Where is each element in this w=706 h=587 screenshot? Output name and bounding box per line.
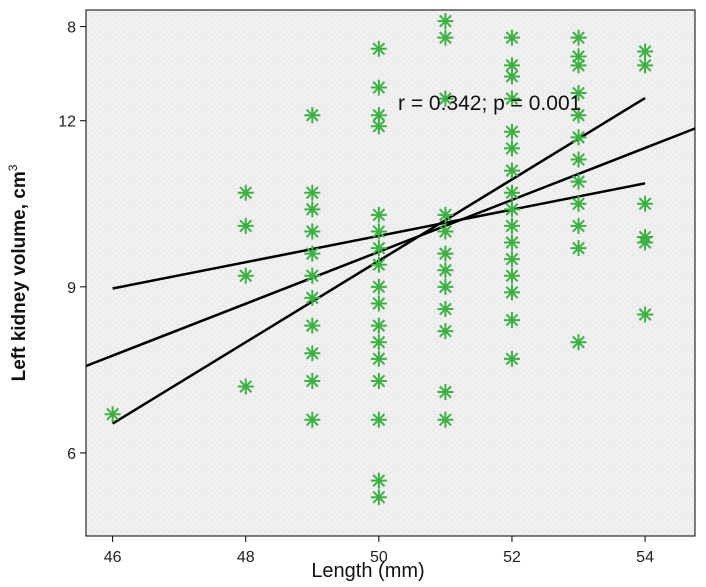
data-point [370,256,387,273]
data-point [237,378,254,395]
y-axis-title-text: Left kidney volume, cm [9,171,30,381]
data-point [503,267,520,284]
data-point [503,312,520,329]
x-tick-label: 52 [503,549,521,566]
data-point [370,40,387,57]
data-point [503,217,520,234]
data-point [570,85,587,102]
data-point [503,123,520,140]
data-point [370,206,387,223]
data-point [570,29,587,46]
data-point [370,372,387,389]
plot-area [85,9,696,537]
data-point [437,13,454,30]
data-point [437,262,454,279]
x-tick-label: 46 [104,549,122,566]
y-axis-title-superscript: 3 [6,164,20,171]
axis-ticks: 46485052546912158 [58,20,654,566]
data-point [370,350,387,367]
y-tick-label: 8 [67,20,76,37]
data-point [637,234,654,251]
data-point [503,251,520,268]
data-point [304,411,321,428]
data-point [370,472,387,489]
data-point [503,284,520,301]
y-tick-label: 6 [67,446,76,463]
data-point [503,90,520,107]
data-point [370,278,387,295]
data-point [437,90,454,107]
data-point [503,162,520,179]
data-point [304,201,321,218]
data-point [437,223,454,240]
data-point [637,195,654,212]
data-point [304,223,321,240]
data-point [304,345,321,362]
data-point [437,300,454,317]
data-point [237,267,254,284]
data-point [304,245,321,262]
data-point [370,240,387,257]
data-point [437,206,454,223]
data-point [437,278,454,295]
data-point [570,173,587,190]
data-point [370,334,387,351]
data-point [637,57,654,74]
data-point [304,317,321,334]
data-point [370,79,387,96]
data-point [503,184,520,201]
data-point [437,245,454,262]
y-tick-label: 12 [58,114,76,131]
data-point [437,323,454,340]
regression-fit-line [85,127,696,368]
x-tick-label: 54 [636,549,654,566]
x-tick-label: 48 [237,549,255,566]
data-point [370,295,387,312]
data-point [570,217,587,234]
data-point [503,201,520,218]
data-point [370,317,387,334]
data-point [304,107,321,124]
data-point [237,217,254,234]
data-point [304,184,321,201]
data-point [570,107,587,124]
x-axis-title: Length (mm) [311,560,424,582]
x-tick-label: 50 [370,549,388,566]
correlation-annotation: r = 0.342; p = 0.001 [398,92,581,115]
data-point [570,129,587,146]
data-point [437,29,454,46]
data-point [370,489,387,506]
data-point [637,43,654,60]
data-point [104,406,121,423]
y-tick-label: 9 [67,280,76,297]
data-point [370,223,387,240]
data-point [503,29,520,46]
data-point [503,350,520,367]
data-point [304,289,321,306]
data-points [104,13,654,506]
data-point [570,334,587,351]
data-point [437,411,454,428]
data-point [570,240,587,257]
data-point [304,372,321,389]
data-point [570,195,587,212]
data-point [637,306,654,323]
data-point [370,411,387,428]
data-point [437,384,454,401]
data-point [503,140,520,157]
svg-text:Left kidney volume, cm3: Left kidney volume, cm3 [6,164,30,381]
data-point [570,151,587,168]
data-point [370,118,387,135]
data-point [304,267,321,284]
y-axis-title: Left kidney volume, cm3 [6,164,30,381]
data-point [570,57,587,74]
data-point [503,234,520,251]
data-point [503,68,520,85]
data-point [237,184,254,201]
